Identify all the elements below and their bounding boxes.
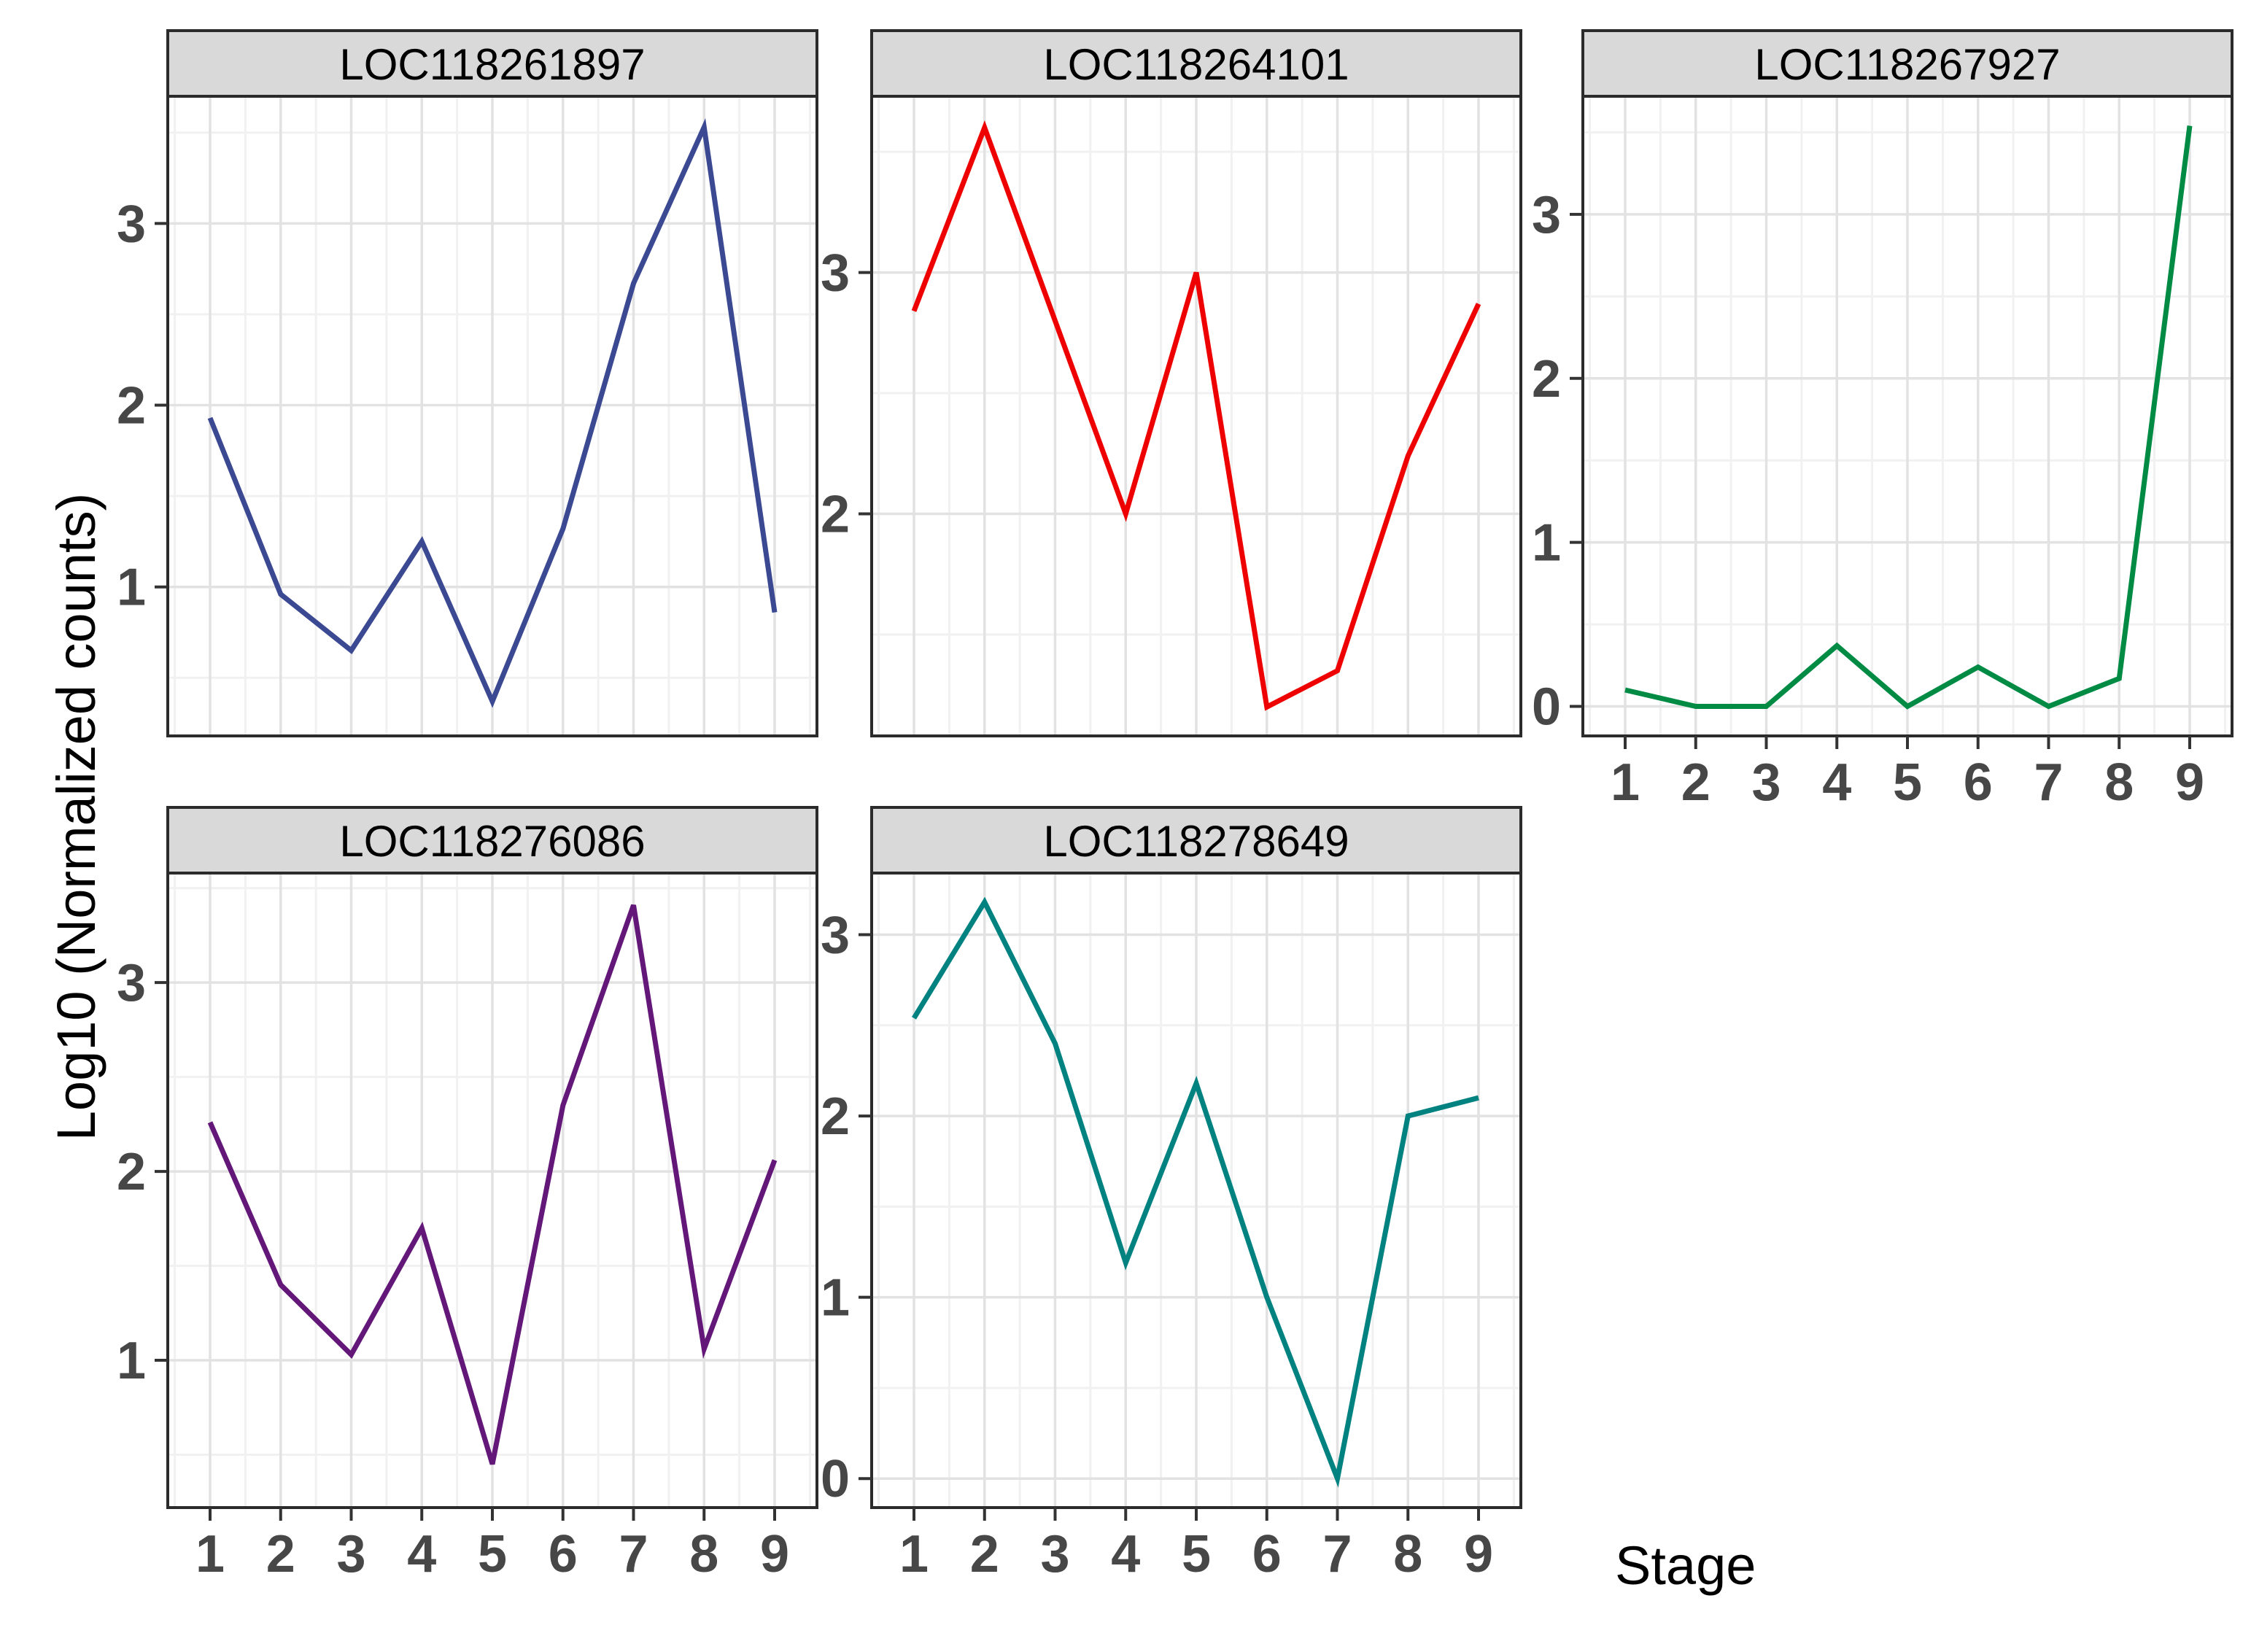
- y-tick-label: 3: [117, 195, 146, 253]
- series-line: [911, 120, 1481, 711]
- series-line: [1624, 125, 2193, 710]
- y-tick-label: 2: [1532, 350, 1561, 408]
- x-tick-label: 6: [1964, 753, 1993, 812]
- x-tick-label: 6: [1252, 1525, 1282, 1583]
- x-axis-title: Stage: [1615, 1535, 1756, 1596]
- y-tick-label: 3: [1532, 186, 1561, 244]
- x-tick-label: 7: [1322, 1525, 1352, 1583]
- y-tick-label: 0: [821, 1450, 850, 1508]
- x-tick-label: 4: [1822, 753, 1851, 812]
- y-tick-label: 2: [821, 486, 850, 544]
- x-tick-label: 2: [266, 1525, 295, 1583]
- series-line: [912, 896, 1479, 1488]
- facet-title: LOC118278649: [1043, 817, 1349, 866]
- y-tick-label: 2: [117, 377, 146, 435]
- x-tick-label: 6: [549, 1525, 578, 1583]
- y-tick-label: 2: [821, 1087, 850, 1146]
- y-tick-label: 0: [1532, 678, 1561, 737]
- x-tick-label: 5: [1893, 753, 1922, 812]
- facet-title: LOC118267927: [1754, 40, 2060, 89]
- facet-title: LOC118261897: [339, 40, 645, 89]
- x-tick-label: 5: [1182, 1525, 1211, 1583]
- x-tick-label: 3: [336, 1525, 365, 1583]
- facet-LOC118261897: 1 2 3 LOC118261897: [117, 29, 818, 737]
- x-tick-label: 3: [1751, 753, 1781, 812]
- y-tick-label: 1: [1532, 514, 1561, 573]
- x-tick-label: 3: [1040, 1525, 1069, 1583]
- y-tick-label: 1: [821, 1269, 850, 1327]
- series-line: [207, 904, 778, 1465]
- x-tick-label: 2: [970, 1525, 999, 1583]
- y-tick-label: 1: [117, 1332, 146, 1390]
- x-tick-label: 8: [1393, 1525, 1422, 1583]
- facet-title: LOC118276086: [339, 817, 645, 866]
- y-tick-label: 2: [117, 1143, 146, 1201]
- y-tick-label: 3: [117, 954, 146, 1012]
- facet-LOC118264101: 2 3 LOC118264101: [821, 29, 1522, 737]
- x-tick-label: 5: [478, 1525, 507, 1583]
- x-tick-label: 1: [1611, 753, 1640, 812]
- x-tick-label: 2: [1681, 753, 1710, 812]
- x-tick-label: 4: [1111, 1525, 1140, 1583]
- y-tick-label: 3: [821, 244, 850, 303]
- facet-strip: [870, 806, 1522, 875]
- x-tick-label: 7: [619, 1525, 648, 1583]
- facet-title: LOC118264101: [1043, 40, 1349, 89]
- y-tick-label: 1: [117, 559, 146, 617]
- x-tick-label: 8: [2104, 753, 2134, 812]
- facet-strip: [166, 29, 818, 98]
- y-tick-label: 3: [821, 907, 850, 965]
- x-tick-label: 8: [689, 1525, 718, 1583]
- x-tick-label: 9: [1464, 1525, 1493, 1583]
- x-tick-label: 9: [760, 1525, 789, 1583]
- facet-strip: [870, 29, 1522, 98]
- x-tick-label: 7: [2034, 753, 2063, 812]
- facet-strip: [166, 806, 818, 875]
- series-line: [207, 118, 778, 708]
- x-tick-label: 1: [899, 1525, 929, 1583]
- x-tick-label: 4: [407, 1525, 436, 1583]
- x-tick-label: 1: [195, 1525, 225, 1583]
- x-tick-label: 9: [2175, 753, 2204, 812]
- facet-strip: [1581, 29, 2233, 98]
